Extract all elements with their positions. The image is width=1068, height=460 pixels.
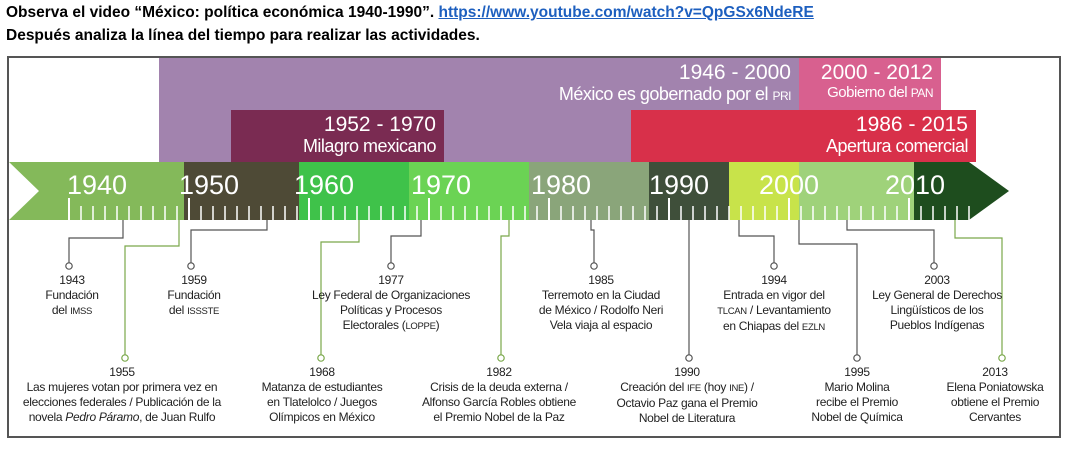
period-milagro-years: 1952 - 1970	[323, 113, 436, 136]
timeline-frame: 1946 - 2000 México es gobernado por el P…	[7, 56, 1061, 438]
decade-label: 2000	[759, 170, 819, 200]
decade-label: 1940	[67, 170, 127, 200]
event-2013: 2013 Elena Poniatowska obtiene el Premio…	[946, 365, 1044, 424]
event-2003: 2003 Ley General de Derechos Lingüístico…	[872, 273, 1002, 332]
decade-label: 1980	[531, 170, 591, 200]
event-1995: 1995 Mario Molina recibe el Premio Nobel…	[811, 365, 903, 424]
event-connector	[500, 220, 510, 358]
event-1959: 1959 Fundación del ISSSTE	[167, 273, 221, 317]
event-1955: 1955 Las mujeres votan por primera vez e…	[22, 365, 222, 424]
event-connector	[68, 220, 124, 266]
event-connector	[590, 220, 595, 266]
event-connector	[320, 220, 360, 358]
arrow-segment	[9, 162, 202, 220]
event-dot	[685, 354, 693, 362]
event-dot	[65, 262, 73, 270]
event-connector	[190, 220, 268, 266]
instruction-text: Observa el video “México: política econó…	[6, 4, 435, 21]
decade-label: 1950	[179, 170, 239, 200]
period-pan-label: Gobierno del PAN	[827, 83, 933, 101]
event-1990: 1990 Creación del IFE (hoy INE) / Octavi…	[616, 365, 758, 425]
decade-label: 1970	[411, 170, 471, 200]
event-1943: 1943 Fundación del IMSS	[45, 273, 99, 317]
period-apertura-label: Apertura comercial	[825, 135, 969, 156]
event-connector	[124, 220, 180, 358]
arrow-segment	[299, 162, 427, 220]
event-dot	[853, 354, 861, 362]
event-dot	[387, 262, 395, 270]
event-connector	[954, 220, 1003, 358]
event-connector	[798, 220, 858, 358]
event-1985: 1985 Terremoto en la Ciudad de México / …	[538, 273, 664, 332]
instruction-line-2: Después analiza la línea del tiempo para…	[6, 27, 480, 44]
arrow-segment	[799, 162, 932, 220]
decade-label: 1990	[649, 170, 709, 200]
event-dot	[590, 262, 598, 270]
event-1977: 1977 Ley Federal de Organizaciones Polít…	[311, 273, 471, 332]
arrow-segment	[529, 162, 667, 220]
period-band-pan: 2000 - 2012 Gobierno del PAN	[799, 58, 941, 110]
event-dot	[121, 354, 129, 362]
period-pri-label: México es gobernado por el PRI	[558, 83, 792, 104]
decade-label: 1960	[294, 170, 354, 200]
arrow-segment	[729, 162, 817, 220]
arrow-segment	[649, 162, 747, 220]
decade-label: 2010	[885, 170, 945, 200]
event-dot	[770, 262, 778, 270]
event-connector	[846, 220, 935, 266]
period-milagro-label: Milagro mexicano	[302, 135, 437, 156]
period-band-milagro: 1952 - 1970 Milagro mexicano	[231, 110, 444, 162]
instruction-line-1: Observa el video “México: política econó…	[6, 4, 814, 22]
event-connector	[390, 220, 422, 266]
event-dot	[497, 354, 505, 362]
event-1968: 1968 Matanza de estudiantes en Tlatelolc…	[261, 365, 383, 424]
arrow-segment	[914, 162, 1009, 220]
arrow-segment	[184, 162, 317, 220]
period-apertura-years: 1986 - 2015	[855, 113, 968, 136]
period-band-apertura: 1986 - 2015 Apertura comercial	[631, 110, 976, 162]
arrow-segment	[409, 162, 547, 220]
timeline-arrow: 1940 1950 1960 1970 1980 1990 2000 2010	[9, 162, 1009, 362]
event-connector	[738, 220, 775, 266]
event-1994: 1994 Entrada en vigor del TLCAN / Levant…	[717, 273, 831, 333]
period-pan-years: 2000 - 2012	[820, 61, 933, 84]
event-dot	[998, 354, 1006, 362]
event-dot	[930, 262, 938, 270]
period-pri-years: 1946 - 2000	[678, 61, 791, 84]
event-dot	[317, 354, 325, 362]
video-link[interactable]: https://www.youtube.com/watch?v=QpGSx6Nd…	[438, 4, 814, 21]
event-dot	[187, 262, 195, 270]
event-1982: 1982 Crisis de la deuda externa / Alfons…	[421, 365, 577, 424]
